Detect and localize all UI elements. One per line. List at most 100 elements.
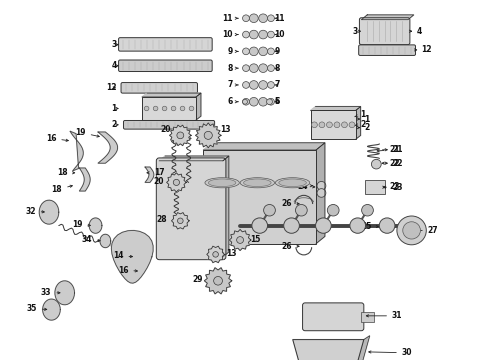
Text: 16: 16 (46, 134, 68, 143)
Text: 18: 18 (57, 168, 74, 177)
Text: 1: 1 (355, 110, 366, 119)
Circle shape (259, 81, 268, 89)
Circle shape (177, 218, 183, 224)
Ellipse shape (240, 178, 274, 188)
Text: 2: 2 (355, 120, 366, 129)
Circle shape (243, 65, 249, 72)
Polygon shape (223, 156, 229, 257)
Circle shape (342, 122, 347, 128)
Circle shape (326, 122, 332, 128)
Text: 2: 2 (365, 123, 370, 132)
Circle shape (153, 106, 158, 111)
FancyBboxPatch shape (359, 45, 416, 55)
Circle shape (268, 48, 274, 55)
Circle shape (237, 237, 244, 243)
Text: 7: 7 (274, 81, 280, 90)
Circle shape (243, 48, 249, 55)
Circle shape (259, 30, 268, 39)
Circle shape (327, 204, 339, 216)
Circle shape (317, 181, 326, 190)
Polygon shape (356, 107, 361, 139)
Circle shape (204, 131, 212, 139)
Text: 26: 26 (281, 199, 299, 207)
Text: 13: 13 (221, 249, 237, 258)
FancyBboxPatch shape (123, 121, 215, 129)
Circle shape (249, 64, 258, 72)
Polygon shape (145, 167, 154, 183)
Ellipse shape (244, 179, 271, 186)
Polygon shape (55, 281, 74, 305)
Circle shape (264, 204, 275, 216)
Text: 22: 22 (392, 159, 402, 168)
FancyBboxPatch shape (360, 18, 410, 45)
Text: 12: 12 (421, 45, 432, 54)
Bar (142, 97, 196, 120)
Circle shape (249, 30, 258, 39)
Polygon shape (172, 213, 189, 229)
Text: 15: 15 (245, 235, 260, 244)
FancyBboxPatch shape (121, 82, 197, 93)
Circle shape (189, 106, 194, 111)
Text: 25: 25 (361, 222, 378, 231)
Bar (311, 111, 356, 139)
Bar (365, 180, 385, 194)
Text: 33: 33 (41, 288, 60, 297)
Text: 24: 24 (297, 182, 315, 191)
Text: 19: 19 (72, 220, 90, 229)
Text: 21: 21 (392, 145, 402, 154)
Polygon shape (196, 123, 221, 148)
Circle shape (173, 179, 179, 185)
Text: 8: 8 (227, 64, 233, 73)
Text: 29: 29 (193, 275, 214, 284)
Circle shape (371, 159, 381, 169)
Polygon shape (89, 218, 102, 233)
Circle shape (267, 99, 272, 105)
Polygon shape (111, 230, 153, 283)
Polygon shape (293, 339, 364, 360)
Text: 12: 12 (106, 84, 117, 93)
Circle shape (249, 47, 258, 56)
Circle shape (349, 122, 355, 128)
Text: 18: 18 (51, 185, 73, 194)
Text: 9: 9 (274, 47, 280, 56)
Circle shape (171, 106, 176, 111)
Circle shape (316, 218, 331, 233)
Text: 11: 11 (222, 14, 233, 23)
Polygon shape (207, 246, 224, 262)
Circle shape (319, 122, 325, 128)
Ellipse shape (208, 179, 236, 186)
Circle shape (268, 15, 274, 22)
Polygon shape (196, 93, 201, 120)
Text: 35: 35 (26, 304, 47, 313)
Circle shape (144, 106, 149, 111)
Circle shape (268, 31, 274, 38)
Text: 32: 32 (25, 207, 44, 216)
Circle shape (249, 81, 258, 89)
Circle shape (317, 189, 326, 197)
Bar (203, 150, 316, 244)
Circle shape (268, 98, 274, 105)
Circle shape (243, 99, 247, 104)
Circle shape (243, 98, 249, 105)
Text: 7: 7 (227, 81, 233, 90)
Text: 4: 4 (416, 27, 422, 36)
Circle shape (243, 15, 249, 22)
Polygon shape (159, 156, 229, 161)
Polygon shape (362, 15, 414, 20)
Circle shape (397, 216, 426, 245)
Text: 6: 6 (274, 97, 280, 106)
Text: 4: 4 (111, 61, 118, 70)
Polygon shape (204, 268, 232, 294)
Text: 1: 1 (365, 114, 370, 123)
Text: 31: 31 (367, 311, 402, 320)
Circle shape (268, 82, 274, 88)
FancyBboxPatch shape (119, 38, 212, 51)
Circle shape (213, 252, 219, 257)
Circle shape (350, 218, 366, 233)
Circle shape (284, 218, 299, 233)
Text: 24: 24 (297, 180, 308, 189)
Text: 23: 23 (384, 183, 402, 192)
Text: 30: 30 (369, 348, 412, 357)
Circle shape (403, 222, 420, 239)
Text: 34: 34 (82, 235, 100, 244)
